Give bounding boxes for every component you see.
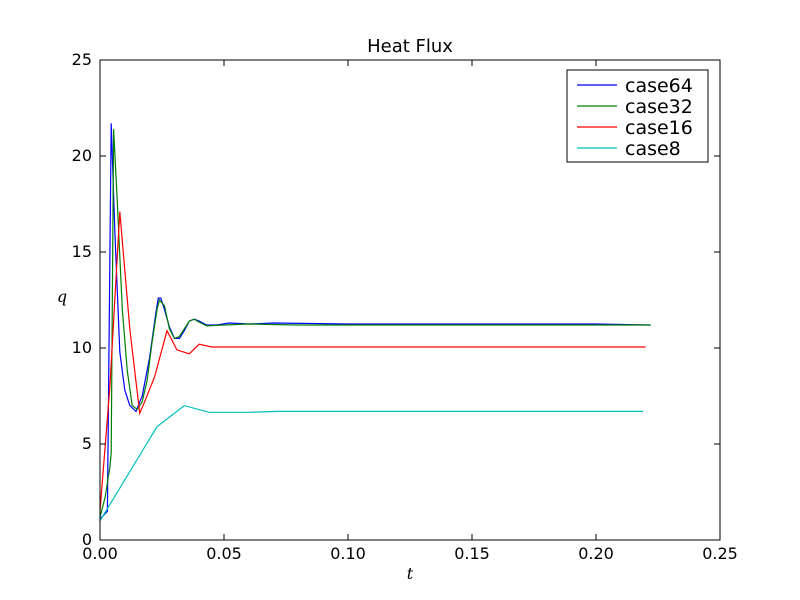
legend-label-case32: case32 bbox=[625, 96, 693, 118]
series-line-case32 bbox=[99, 129, 651, 518]
y-tick-label: 10 bbox=[72, 338, 92, 357]
y-axis-label: q bbox=[57, 287, 67, 306]
legend-label-case8: case8 bbox=[625, 138, 681, 160]
x-tick-label: 0.00 bbox=[82, 544, 118, 563]
x-tick-label: 0.25 bbox=[702, 544, 738, 563]
x-axis-label: t bbox=[407, 564, 414, 583]
x-tick-label: 0.05 bbox=[206, 544, 242, 563]
y-tick-label: 0 bbox=[82, 530, 92, 549]
series-line-case16 bbox=[99, 211, 646, 512]
legend-label-case64: case64 bbox=[625, 75, 693, 97]
chart-title: Heat Flux bbox=[367, 36, 453, 57]
series-layer bbox=[99, 123, 651, 522]
y-tick-label: 15 bbox=[72, 242, 92, 261]
y-tick-label: 5 bbox=[82, 434, 92, 453]
x-axis: 0.00 0.05 0.10 0.15 0.20 0.25 bbox=[82, 60, 738, 563]
plot-frame bbox=[99, 59, 721, 541]
x-tick-label: 0.20 bbox=[578, 544, 614, 563]
y-tick-label: 25 bbox=[72, 50, 92, 69]
legend-label-case16: case16 bbox=[625, 117, 693, 139]
y-axis: 0 5 10 15 20 25 bbox=[72, 50, 720, 549]
x-tick-label: 0.15 bbox=[454, 544, 490, 563]
series-line-case8 bbox=[99, 404, 644, 522]
y-tick-label: 20 bbox=[72, 146, 92, 165]
x-tick-label: 0.10 bbox=[330, 544, 366, 563]
